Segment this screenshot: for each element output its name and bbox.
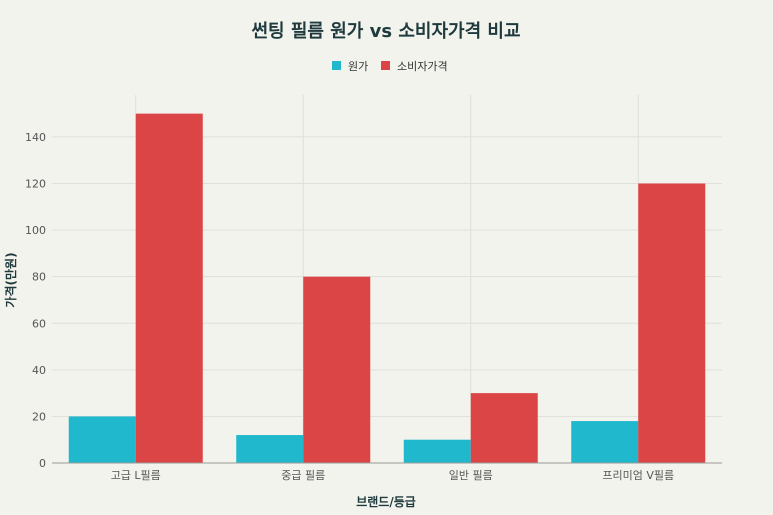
x-tick-label: 프리미엄 V필름 bbox=[602, 469, 674, 482]
legend: 원가 소비자가격 bbox=[332, 60, 448, 73]
y-tick-label: 20 bbox=[32, 410, 46, 423]
y-tick-label: 60 bbox=[32, 317, 46, 330]
bar-cost bbox=[236, 435, 304, 463]
x-axis-title: 브랜드/등급 bbox=[356, 494, 416, 509]
legend-label-retail: 소비자가격 bbox=[397, 60, 448, 73]
chart-title: 썬팅 필름 원가 vs 소비자가격 비교 bbox=[251, 21, 520, 42]
bar-cost bbox=[571, 421, 639, 463]
x-tick-label: 고급 L필름 bbox=[111, 469, 161, 482]
bar-retail bbox=[470, 393, 538, 463]
y-tick-label: 120 bbox=[25, 178, 46, 191]
bar-cost bbox=[68, 416, 136, 463]
y-tick-label: 140 bbox=[25, 131, 46, 144]
legend-label-cost: 원가 bbox=[348, 60, 368, 73]
y-tick-label: 100 bbox=[25, 224, 46, 237]
legend-swatch-cost bbox=[332, 61, 341, 70]
bar-cost bbox=[403, 439, 471, 463]
plot-area: 0 20 40 60 80 100 120 140 고급 L필름 중급 필름 일반 필름 프리미엄 V… bbox=[25, 95, 722, 482]
x-tick-label: 중급 필름 bbox=[281, 469, 325, 482]
x-tick-label: 일반 필름 bbox=[449, 468, 493, 482]
y-tick-label: 80 bbox=[32, 271, 46, 284]
bar-retail bbox=[638, 183, 706, 463]
y-tick-label: 0 bbox=[39, 457, 46, 470]
legend-swatch-retail bbox=[381, 61, 390, 70]
y-axis-title: 가격(만원) bbox=[3, 252, 18, 307]
y-tick-label: 40 bbox=[32, 364, 46, 377]
bar-retail bbox=[303, 276, 371, 463]
bar-retail bbox=[135, 113, 203, 464]
